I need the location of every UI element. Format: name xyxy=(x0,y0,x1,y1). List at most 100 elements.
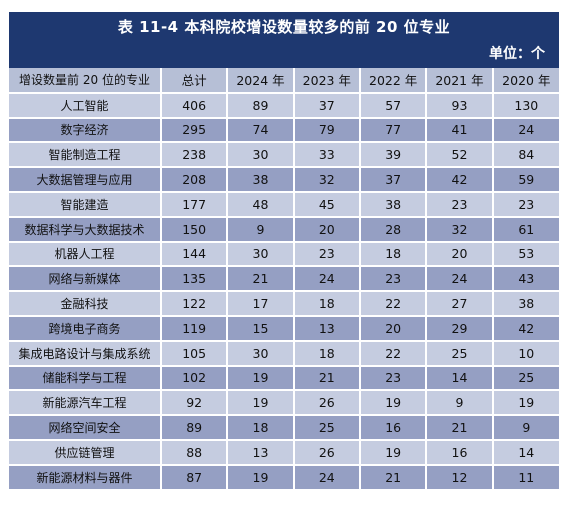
table-row: 集成电路设计与集成系统 105 30 18 22 25 10 xyxy=(9,340,559,367)
cell-2024: 89 xyxy=(227,92,295,119)
cell-2023: 24 xyxy=(293,266,361,293)
cell-2022: 28 xyxy=(359,216,428,243)
cell-2023: 25 xyxy=(293,415,361,441)
cell-2021: 16 xyxy=(426,439,494,466)
cell-2021: 12 xyxy=(426,464,494,491)
cell-2022: 77 xyxy=(359,117,428,144)
cell-2021: 23 xyxy=(426,191,494,218)
majors-table: 增设数量前 20 位的专业 总计 2024 年 2023 年 2022 年 20… xyxy=(9,68,559,491)
table-row: 智能建造 177 48 45 38 23 23 xyxy=(9,191,559,218)
cell-major: 数字经济 xyxy=(9,117,162,144)
cell-2020: 130 xyxy=(492,92,559,119)
cell-2023: 20 xyxy=(293,216,361,243)
cell-2024: 17 xyxy=(227,291,295,317)
cell-total: 105 xyxy=(161,340,229,367)
table-row: 机器人工程 144 30 23 18 20 53 xyxy=(9,241,559,268)
cell-major: 集成电路设计与集成系统 xyxy=(9,340,162,367)
header-total: 总计 xyxy=(161,68,229,94)
cell-2022: 20 xyxy=(359,315,428,342)
cell-major: 跨境电子商务 xyxy=(9,315,162,342)
cell-major: 人工智能 xyxy=(9,92,162,119)
table-row: 新能源材料与器件 87 19 24 21 12 11 xyxy=(9,464,559,491)
table-row: 智能制造工程 238 30 33 39 52 84 xyxy=(9,142,559,169)
table-title: 表 11-4 本科院校增设数量较多的前 20 位专业 xyxy=(117,18,451,36)
cell-total: 87 xyxy=(161,464,229,491)
cell-total: 406 xyxy=(161,92,229,119)
header-2024: 2024 年 xyxy=(227,68,295,94)
cell-major: 新能源汽车工程 xyxy=(9,390,162,417)
cell-total: 208 xyxy=(161,167,229,193)
cell-2024: 38 xyxy=(227,167,295,193)
cell-2024: 19 xyxy=(227,390,295,417)
table-row: 跨境电子商务 119 15 13 20 29 42 xyxy=(9,315,559,342)
cell-2023: 13 xyxy=(293,315,361,342)
cell-total: 89 xyxy=(161,415,229,441)
cell-2022: 39 xyxy=(359,142,428,169)
cell-2021: 29 xyxy=(426,315,494,342)
cell-2021: 24 xyxy=(426,266,494,293)
header-2020: 2020 年 xyxy=(492,68,559,94)
cell-major: 储能科学与工程 xyxy=(9,365,162,392)
cell-total: 122 xyxy=(161,291,229,317)
cell-2023: 18 xyxy=(293,340,361,367)
cell-2020: 42 xyxy=(492,315,559,342)
cell-total: 119 xyxy=(161,315,229,342)
cell-major: 新能源材料与器件 xyxy=(9,464,162,491)
cell-2023: 33 xyxy=(293,142,361,169)
table-row: 网络空间安全 89 18 25 16 21 9 xyxy=(9,415,559,441)
cell-total: 88 xyxy=(161,439,229,466)
cell-total: 295 xyxy=(161,117,229,144)
cell-2023: 79 xyxy=(293,117,361,144)
table-row: 人工智能 406 89 37 57 93 130 xyxy=(9,92,559,119)
cell-2021: 41 xyxy=(426,117,494,144)
cell-2020: 84 xyxy=(492,142,559,169)
cell-total: 102 xyxy=(161,365,229,392)
cell-2023: 26 xyxy=(293,439,361,466)
cell-2023: 26 xyxy=(293,390,361,417)
table-figure: 表 11-4 本科院校增设数量较多的前 20 位专业 单位：个 增设数量前 20… xyxy=(9,12,559,491)
header-2023: 2023 年 xyxy=(293,68,361,94)
cell-2022: 21 xyxy=(359,464,428,491)
cell-2020: 9 xyxy=(492,415,559,441)
cell-total: 92 xyxy=(161,390,229,417)
cell-2021: 14 xyxy=(426,365,494,392)
cell-2020: 11 xyxy=(492,464,559,491)
cell-2024: 21 xyxy=(227,266,295,293)
cell-2024: 74 xyxy=(227,117,295,144)
cell-2024: 30 xyxy=(227,340,295,367)
cell-2021: 9 xyxy=(426,390,494,417)
table-row: 数字经济 295 74 79 77 41 24 xyxy=(9,117,559,144)
cell-2020: 19 xyxy=(492,390,559,417)
cell-2024: 30 xyxy=(227,142,295,169)
cell-2020: 53 xyxy=(492,241,559,268)
unit-label: 单位：个 xyxy=(489,46,545,62)
cell-2022: 19 xyxy=(359,390,428,417)
cell-2024: 9 xyxy=(227,216,295,243)
cell-2020: 25 xyxy=(492,365,559,392)
cell-2021: 32 xyxy=(426,216,494,243)
cell-total: 238 xyxy=(161,142,229,169)
cell-2022: 18 xyxy=(359,241,428,268)
cell-major: 网络与新媒体 xyxy=(9,266,162,293)
cell-major: 智能建造 xyxy=(9,191,162,218)
cell-2023: 45 xyxy=(293,191,361,218)
cell-major: 供应链管理 xyxy=(9,439,162,466)
cell-2024: 18 xyxy=(227,415,295,441)
cell-2020: 23 xyxy=(492,191,559,218)
table-row: 网络与新媒体 135 21 24 23 24 43 xyxy=(9,266,559,293)
header-2022: 2022 年 xyxy=(359,68,428,94)
cell-2021: 42 xyxy=(426,167,494,193)
cell-2023: 24 xyxy=(293,464,361,491)
cell-2022: 16 xyxy=(359,415,428,441)
cell-total: 144 xyxy=(161,241,229,268)
cell-major: 智能制造工程 xyxy=(9,142,162,169)
cell-total: 135 xyxy=(161,266,229,293)
cell-2024: 48 xyxy=(227,191,295,218)
cell-2021: 52 xyxy=(426,142,494,169)
cell-major: 大数据管理与应用 xyxy=(9,167,162,193)
cell-total: 177 xyxy=(161,191,229,218)
table-row: 新能源汽车工程 92 19 26 19 9 19 xyxy=(9,390,559,417)
cell-2023: 23 xyxy=(293,241,361,268)
cell-2020: 59 xyxy=(492,167,559,193)
header-row: 增设数量前 20 位的专业 总计 2024 年 2023 年 2022 年 20… xyxy=(9,68,559,94)
